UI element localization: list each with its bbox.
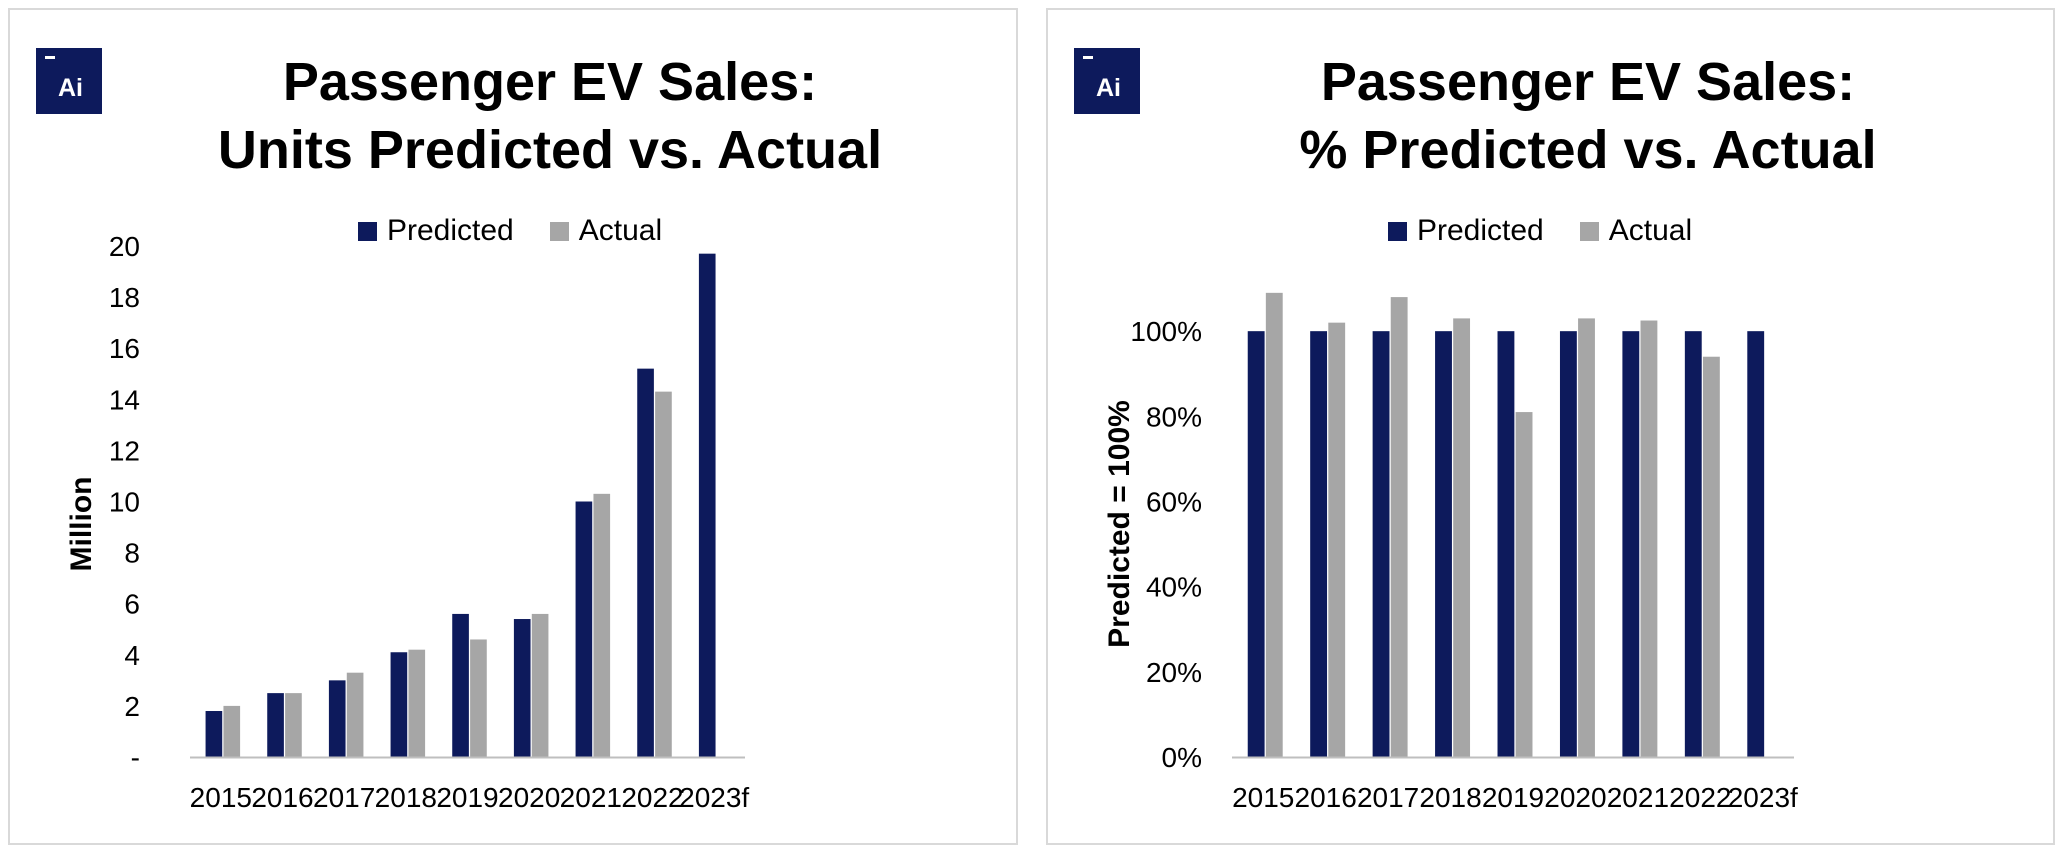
logo-text: Ai	[1096, 74, 1121, 102]
logo-dash	[1083, 56, 1093, 59]
y-tick-label: -	[131, 742, 140, 773]
y-tick-label: 4	[124, 640, 140, 671]
x-tick-label: 2021	[560, 782, 622, 813]
bar-actual-2015	[223, 705, 241, 757]
bar-actual-2021	[593, 493, 611, 757]
bar-predicted-2021	[1622, 331, 1640, 757]
bar-predicted-2020	[513, 619, 531, 757]
bar-actual-2017	[346, 672, 364, 757]
x-tick-label: 2019	[1482, 782, 1544, 813]
legend-item-actual: Actual	[1579, 214, 1693, 248]
legend-item-actual: Actual	[549, 214, 663, 248]
ai-logo: Ai	[36, 48, 102, 114]
bar-predicted-2016	[267, 693, 284, 757]
y-tick-label: 100%	[1130, 316, 1202, 347]
x-tick-label: 2015	[190, 782, 252, 813]
y-tick-label: 16	[109, 333, 140, 364]
bar-actual-2016	[285, 693, 302, 757]
legend-label-actual: Actual	[578, 214, 663, 247]
bar-predicted-2023f	[698, 253, 716, 758]
legend-label-actual: Actual	[1608, 214, 1693, 247]
bar-actual-2018	[408, 649, 426, 757]
legend-swatch-actual	[549, 221, 569, 241]
bar-actual-2022	[655, 391, 672, 757]
y-tick-label: 40%	[1146, 572, 1202, 603]
chart-title: Passenger EV Sales: % Predicted vs. Actu…	[1178, 48, 1998, 184]
chart-panel-units: Ai Passenger EV Sales: Units Predicted v…	[8, 8, 1018, 845]
chart-title: Passenger EV Sales: Units Predicted vs. …	[140, 48, 960, 184]
bar-predicted-2022	[637, 368, 654, 757]
legend-item-predicted: Predicted	[1388, 214, 1544, 248]
bar-actual-2017	[1390, 297, 1408, 757]
x-tick-label: 2023f	[679, 782, 749, 813]
y-tick-label: 6	[124, 589, 140, 620]
bar-actual-2019	[470, 639, 487, 757]
x-tick-label: 2020	[498, 782, 560, 813]
bar-predicted-2019	[1497, 331, 1515, 757]
legend-swatch-predicted	[1388, 221, 1407, 241]
x-tick-label: 2020	[1544, 782, 1606, 813]
bar-predicted-2015	[1247, 331, 1265, 757]
legend-swatch-actual	[1579, 221, 1599, 241]
x-tick-label: 2022	[621, 782, 683, 813]
legend-swatch-predicted	[358, 221, 377, 241]
y-tick-label: 80%	[1146, 401, 1202, 432]
y-tick-label: 14	[109, 384, 140, 415]
x-tick-label: 2022	[1669, 782, 1731, 813]
y-tick-label: 10	[109, 487, 140, 518]
legend-label-predicted: Predicted	[387, 214, 514, 247]
chart-title-line1: Passenger EV Sales:	[1320, 52, 1856, 112]
x-tick-label: 2021	[1607, 782, 1669, 813]
chart-title-line2: % Predicted vs. Actual	[1299, 120, 1877, 180]
x-tick-label: 2019	[436, 782, 498, 813]
x-tick-label: 2017	[313, 782, 375, 813]
ai-logo: Ai	[1074, 48, 1140, 114]
y-tick-label: 12	[109, 435, 140, 466]
bar-predicted-2018	[1435, 331, 1452, 757]
x-tick-label: 2018	[1419, 782, 1481, 813]
bar-actual-2015	[1265, 292, 1283, 757]
logo-text: Ai	[58, 74, 83, 102]
bar-predicted-2018	[390, 652, 408, 757]
bar-actual-2016	[1328, 322, 1346, 757]
y-tick-label: 2	[124, 691, 140, 722]
bar-actual-2018	[1453, 318, 1471, 757]
x-tick-label: 2016	[251, 782, 313, 813]
y-tick-label: 18	[109, 282, 140, 313]
bar-predicted-2021	[575, 501, 593, 757]
bar-predicted-2017	[1372, 331, 1390, 757]
chart-title-line1: Passenger EV Sales:	[282, 52, 818, 112]
legend-item-predicted: Predicted	[358, 214, 514, 248]
x-tick-label: 2018	[375, 782, 437, 813]
x-tick-label: 2023f	[1728, 782, 1798, 813]
percent-bar-chart: 0%20%40%60%80%100%2015 2016 2017 2018 2019 20…	[1130, 292, 1798, 813]
bar-actual-2020	[1578, 318, 1595, 757]
chart-title-line2: Units Predicted vs. Actual	[217, 120, 883, 180]
y-tick-label: 8	[124, 538, 140, 569]
legend-label-predicted: Predicted	[1417, 214, 1544, 247]
logo-dash	[45, 56, 55, 59]
bar-predicted-2022	[1684, 331, 1702, 757]
bar-predicted-2019	[452, 613, 469, 757]
bar-predicted-2023f	[1747, 331, 1765, 757]
x-tick-label: 2015	[1232, 782, 1294, 813]
bar-actual-2021	[1640, 320, 1658, 757]
chart-legend: Predicted Actual	[1388, 214, 1728, 248]
y-tick-label: 20	[109, 231, 140, 262]
x-tick-label: 2016	[1295, 782, 1357, 813]
y-tick-label: 60%	[1146, 487, 1202, 518]
x-tick-label: 2017	[1357, 782, 1419, 813]
y-tick-label: 20%	[1146, 657, 1202, 688]
bar-predicted-2016	[1310, 331, 1328, 757]
bar-actual-2020	[531, 613, 549, 757]
bar-predicted-2020	[1559, 331, 1577, 757]
bar-actual-2019	[1515, 412, 1533, 757]
bar-actual-2022	[1702, 356, 1720, 757]
chart-legend: Predicted Actual	[358, 214, 698, 248]
y-tick-label: 0%	[1162, 742, 1202, 773]
bar-predicted-2017	[328, 680, 346, 757]
bar-predicted-2015	[205, 711, 223, 757]
chart-panel-percent: Ai Passenger EV Sales: % Predicted vs. A…	[1046, 8, 2055, 845]
